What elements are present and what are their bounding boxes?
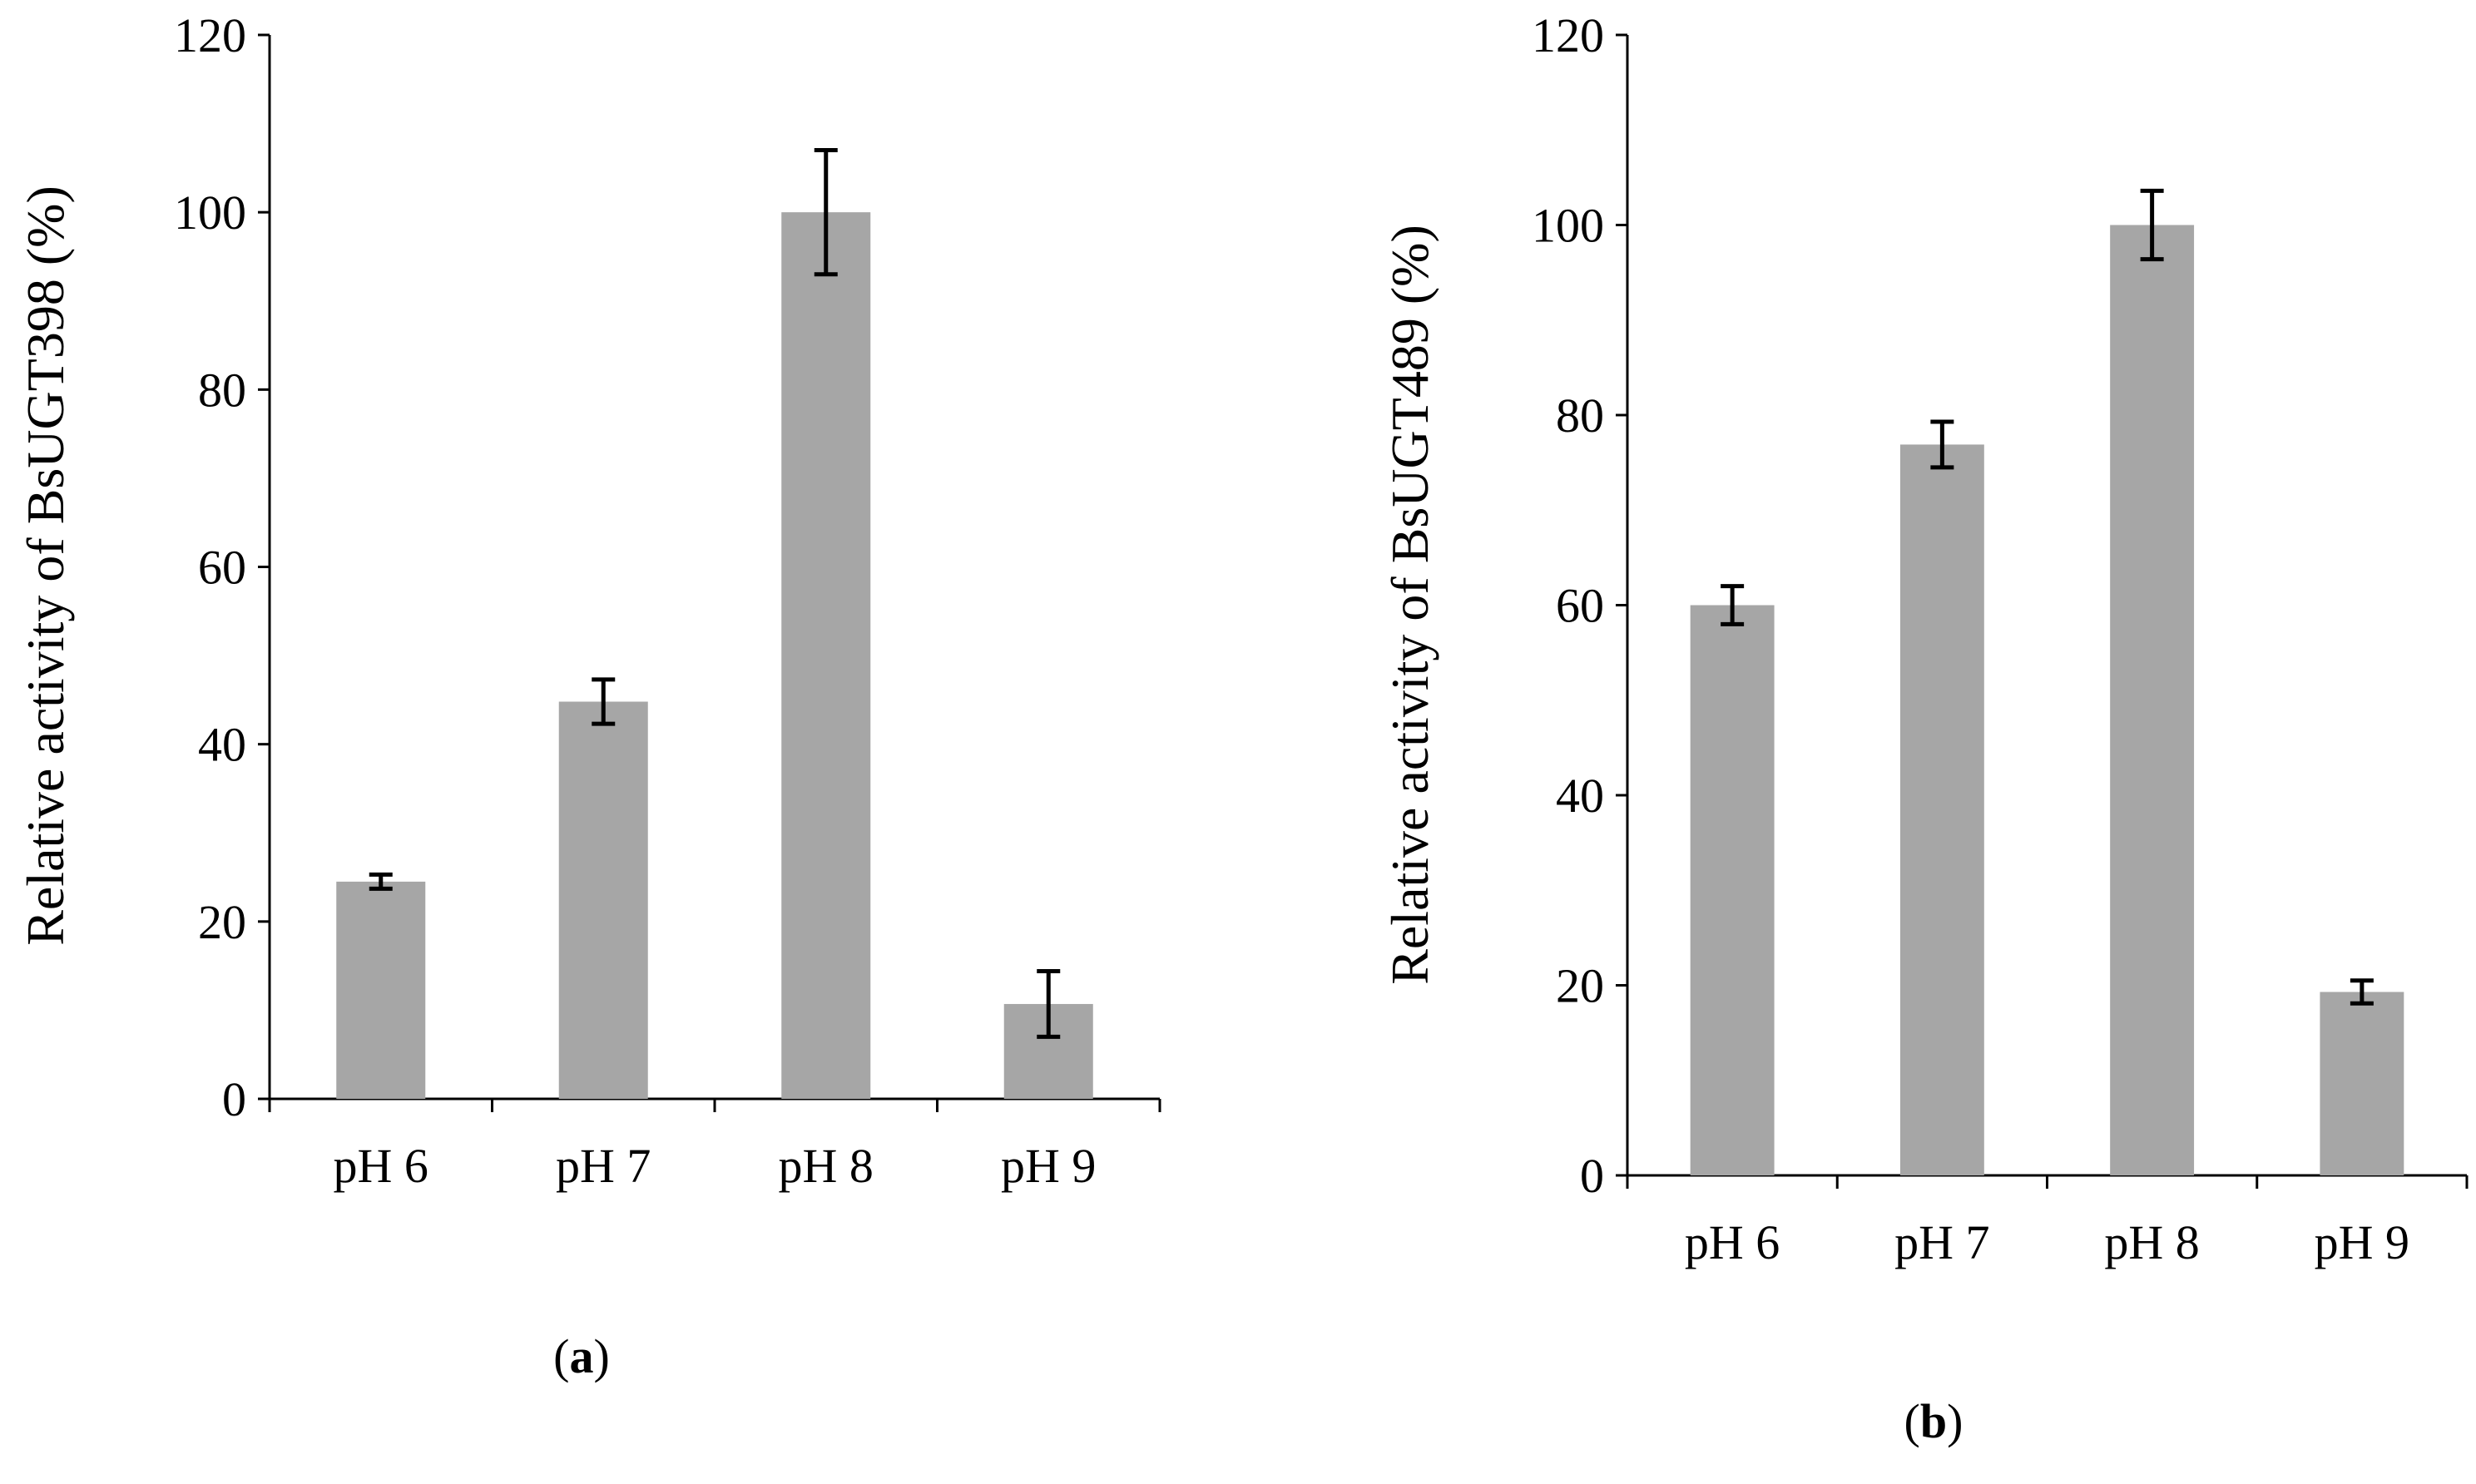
y-tick-label: 40	[198, 718, 246, 772]
y-tick-label: 120	[174, 8, 246, 62]
caption-close-paren: )	[1947, 1394, 1963, 1448]
x-category-label: pH 8	[2104, 1215, 2199, 1269]
panel-caption: (a)	[553, 1329, 610, 1383]
y-tick-label: 80	[1556, 388, 1604, 443]
y-tick-label: 0	[1580, 1149, 1604, 1203]
y-tick-label: 60	[1556, 579, 1604, 633]
y-tick-label: 100	[1532, 199, 1604, 253]
y-axis-title: Relative activity of BsUGT398 (%)	[16, 186, 75, 946]
bar-ph-9	[2320, 992, 2404, 1175]
bar-ph-7	[558, 701, 648, 1099]
y-tick-label: 40	[1556, 769, 1604, 823]
bar-ph-7	[1899, 444, 1984, 1175]
caption-open-paren: (	[553, 1329, 569, 1383]
x-category-label: pH 8	[779, 1139, 874, 1193]
y-tick-label: 100	[174, 186, 246, 240]
x-category-label: pH 9	[2315, 1215, 2409, 1269]
x-category-label: pH 7	[556, 1139, 651, 1193]
panel-caption: (b)	[1904, 1394, 1963, 1448]
y-tick-label: 80	[198, 363, 246, 417]
x-category-label: pH 7	[1894, 1215, 1989, 1269]
y-tick-label: 20	[198, 895, 246, 949]
panel-label: b	[1920, 1394, 1947, 1448]
bar-ph-8	[2110, 225, 2195, 1175]
caption-close-paren: )	[594, 1329, 610, 1383]
y-tick-label: 120	[1532, 8, 1604, 62]
y-axis-title: Relative activity of BsUGT489 (%)	[1380, 225, 1439, 985]
chart-panel-b: 0 20 40 60 80 100 120 pH 6 pH 7 pH 8 pH 9 Relative …	[1380, 8, 2469, 1448]
bar-ph-6	[336, 881, 426, 1099]
x-category-label: pH 9	[1001, 1139, 1096, 1193]
bar-ph-6	[1690, 605, 1775, 1175]
caption-open-paren: (	[1904, 1394, 1920, 1448]
chart-panel-a: 0 20 40 60 80 100 120 pH 6 pH 7 pH 8 pH 9 Relative …	[16, 8, 1161, 1383]
y-tick-label: 20	[1556, 959, 1604, 1013]
x-category-label: pH 6	[1685, 1215, 1780, 1269]
panel-label: a	[570, 1329, 594, 1383]
x-category-label: pH 6	[334, 1139, 428, 1193]
bar-ph-8	[781, 212, 871, 1100]
y-tick-label: 0	[222, 1072, 246, 1126]
y-tick-label: 60	[198, 541, 246, 595]
